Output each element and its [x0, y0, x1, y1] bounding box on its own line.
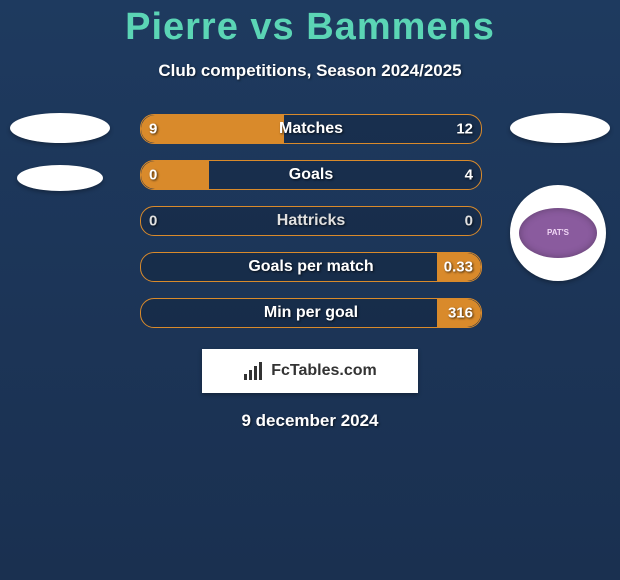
stat-label: Goals per match — [248, 258, 373, 276]
brand-text: FcTables.com — [271, 362, 377, 380]
stat-bar-track: 0.33 Goals per match — [140, 252, 482, 282]
stat-bar-track: 316 Min per goal — [140, 298, 482, 328]
stat-label: Min per goal — [264, 304, 358, 322]
stat-row: 0 4 Goals — [0, 151, 620, 197]
stat-value-left: 0 — [149, 213, 157, 230]
stat-bar-track: 0 0 Hattricks — [140, 206, 482, 236]
brand-banner[interactable]: FcTables.com — [202, 349, 418, 393]
stat-value-right: 0.33 — [444, 259, 473, 276]
subtitle: Club competitions, Season 2024/2025 — [0, 61, 620, 81]
page-title: Pierre vs Bammens — [0, 0, 620, 49]
stat-value-left: 0 — [149, 167, 157, 184]
date-text: 9 december 2024 — [0, 411, 620, 431]
stat-row: 316 Min per goal — [0, 289, 620, 335]
stat-label: Hattricks — [277, 212, 345, 230]
stat-value-right: 4 — [465, 167, 473, 184]
stat-value-right: 316 — [448, 305, 473, 322]
stat-bar-track: 9 12 Matches — [140, 114, 482, 144]
stat-row: 0 0 Hattricks — [0, 197, 620, 243]
stat-label: Goals — [289, 166, 333, 184]
stat-value-right: 0 — [465, 213, 473, 230]
stat-label: Matches — [279, 120, 343, 138]
stat-value-left: 9 — [149, 121, 157, 138]
stat-container: PAT'S 912Matches04Goals00Hattricks0.33Go… — [0, 105, 620, 335]
stat-row: 0.33 Goals per match — [0, 243, 620, 289]
stat-bar-left — [141, 115, 284, 143]
stat-value-right: 12 — [456, 121, 473, 138]
stat-row: 9 12 Matches — [0, 105, 620, 151]
bar-chart-icon — [243, 362, 265, 380]
stat-bar-track: 0 4 Goals — [140, 160, 482, 190]
